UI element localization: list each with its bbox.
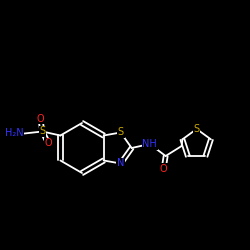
Text: S: S: [39, 126, 46, 136]
Text: H₂N: H₂N: [5, 128, 23, 138]
Text: N: N: [117, 158, 124, 168]
Text: NH: NH: [142, 139, 157, 149]
Text: O: O: [44, 138, 52, 148]
Text: O: O: [160, 164, 168, 174]
Text: S: S: [118, 128, 124, 138]
Text: O: O: [36, 114, 44, 124]
Text: S: S: [194, 124, 200, 134]
